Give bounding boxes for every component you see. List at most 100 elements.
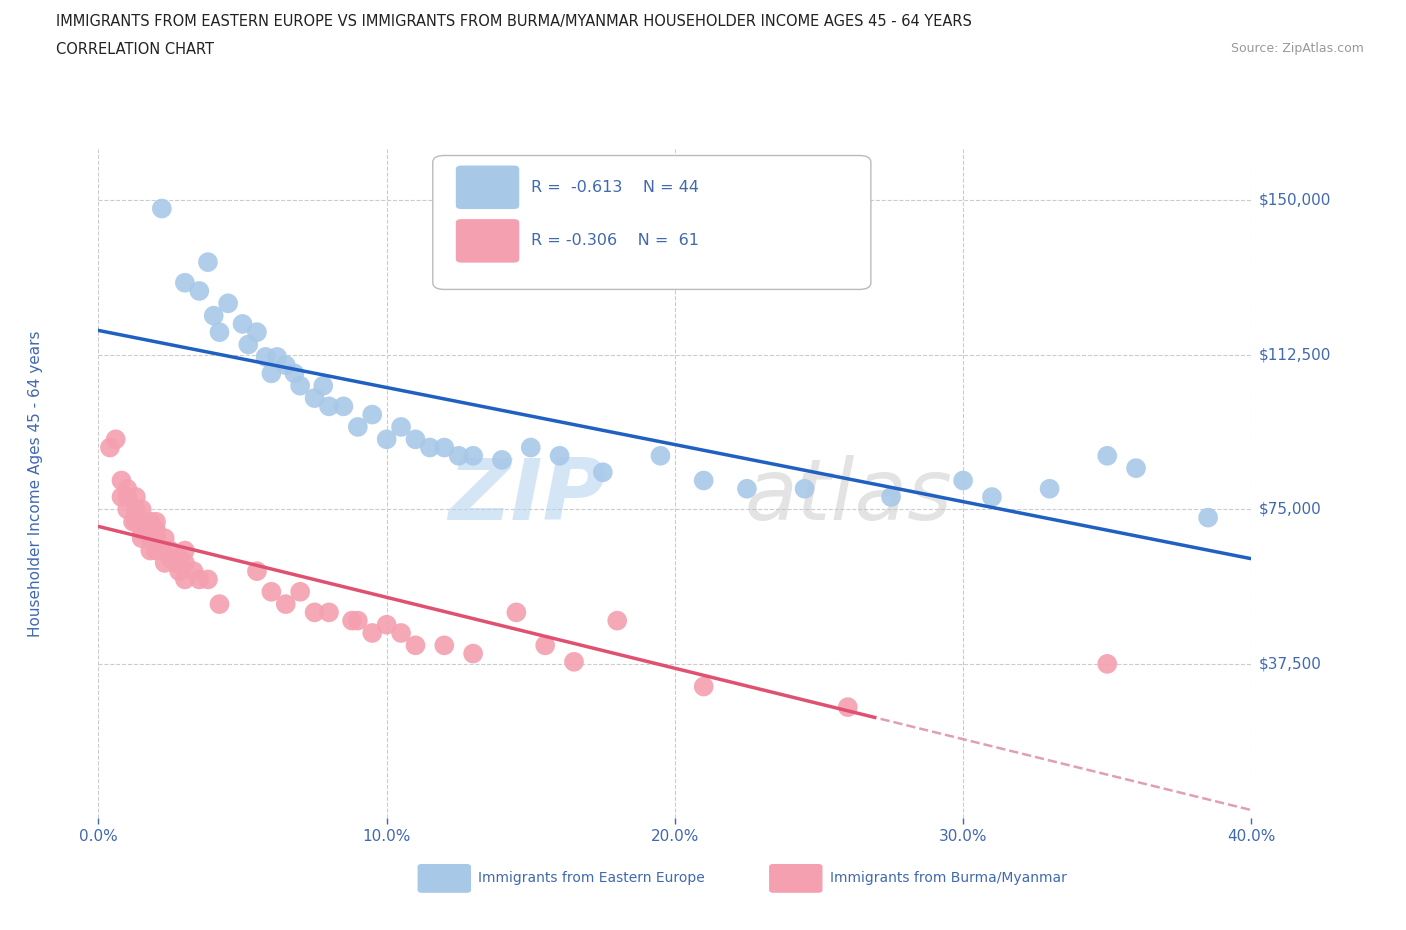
Point [136, 523, 159, 538]
Point [145, 543, 167, 558]
Point [693, 473, 716, 488]
Point [693, 679, 716, 694]
Point [283, 365, 305, 380]
Point [125, 502, 148, 517]
Text: CORRELATION CHART: CORRELATION CHART [56, 42, 214, 57]
Point [174, 555, 197, 570]
Point [562, 655, 585, 670]
Text: ZIP: ZIP [449, 456, 606, 538]
FancyBboxPatch shape [456, 166, 519, 209]
Point [606, 613, 628, 628]
Point [104, 432, 127, 446]
Point [361, 626, 384, 641]
Point [981, 489, 1004, 504]
Point [952, 473, 974, 488]
Point [592, 465, 614, 480]
Point [174, 543, 197, 558]
Point [1038, 482, 1062, 497]
Point [208, 325, 231, 339]
Point [139, 531, 162, 546]
Point [405, 432, 427, 446]
Point [447, 448, 470, 463]
Point [167, 564, 190, 578]
Point [122, 514, 145, 529]
Point [290, 379, 312, 393]
Point [139, 514, 162, 529]
Point [145, 531, 167, 546]
Text: R =  -0.613    N = 44: R = -0.613 N = 44 [530, 179, 699, 194]
Point [461, 646, 484, 661]
Point [361, 407, 384, 422]
Point [318, 399, 340, 414]
Point [145, 523, 167, 538]
Point [117, 489, 138, 504]
Text: Immigrants from Eastern Europe: Immigrants from Eastern Europe [478, 870, 704, 885]
Point [131, 523, 153, 538]
Point [735, 482, 758, 497]
Point [491, 453, 513, 468]
Point [159, 551, 181, 566]
Point [534, 638, 557, 653]
Point [505, 604, 527, 619]
Point [131, 514, 153, 529]
Point [793, 482, 815, 497]
Point [188, 284, 211, 299]
Point [208, 597, 231, 612]
Point [1197, 511, 1219, 525]
Point [110, 489, 132, 504]
Point [246, 564, 269, 578]
Point [131, 502, 153, 517]
Point [117, 502, 138, 517]
Point [389, 419, 412, 434]
Point [274, 358, 297, 373]
Point [174, 275, 197, 290]
Point [254, 350, 277, 365]
Text: $75,000: $75,000 [1258, 502, 1322, 517]
Text: $112,500: $112,500 [1258, 347, 1330, 363]
Point [520, 440, 543, 455]
Point [153, 531, 176, 546]
Point [197, 572, 219, 587]
Point [98, 440, 121, 455]
Point [159, 543, 181, 558]
Point [131, 531, 153, 546]
Point [231, 316, 254, 331]
Point [274, 597, 297, 612]
Point [433, 440, 456, 455]
Point [318, 604, 340, 619]
Point [202, 308, 225, 323]
Point [1125, 460, 1147, 475]
Point [375, 432, 398, 446]
Point [183, 564, 205, 578]
Point [260, 365, 283, 380]
Text: R = -0.306    N =  61: R = -0.306 N = 61 [530, 233, 699, 248]
Text: $37,500: $37,500 [1258, 657, 1322, 671]
Point [145, 514, 167, 529]
Point [419, 440, 441, 455]
Text: Immigrants from Burma/Myanmar: Immigrants from Burma/Myanmar [830, 870, 1066, 885]
Point [346, 613, 368, 628]
Point [433, 638, 456, 653]
Point [346, 419, 368, 434]
Point [340, 613, 363, 628]
Point [238, 337, 260, 352]
Point [150, 543, 173, 558]
Text: IMMIGRANTS FROM EASTERN EUROPE VS IMMIGRANTS FROM BURMA/MYANMAR HOUSEHOLDER INCO: IMMIGRANTS FROM EASTERN EUROPE VS IMMIGR… [56, 14, 972, 29]
Point [197, 255, 219, 270]
Point [880, 489, 903, 504]
Point [375, 618, 398, 632]
Point [110, 473, 132, 488]
FancyBboxPatch shape [456, 219, 519, 262]
Point [246, 325, 269, 339]
Point [165, 555, 187, 570]
Text: atlas: atlas [744, 456, 952, 538]
Point [217, 296, 239, 311]
Text: Source: ZipAtlas.com: Source: ZipAtlas.com [1230, 42, 1364, 55]
Text: Householder Income Ages 45 - 64 years: Householder Income Ages 45 - 64 years [28, 330, 42, 637]
Point [266, 350, 288, 365]
Point [1097, 448, 1119, 463]
Point [125, 489, 148, 504]
Point [139, 523, 162, 538]
Point [125, 514, 148, 529]
Point [548, 448, 571, 463]
